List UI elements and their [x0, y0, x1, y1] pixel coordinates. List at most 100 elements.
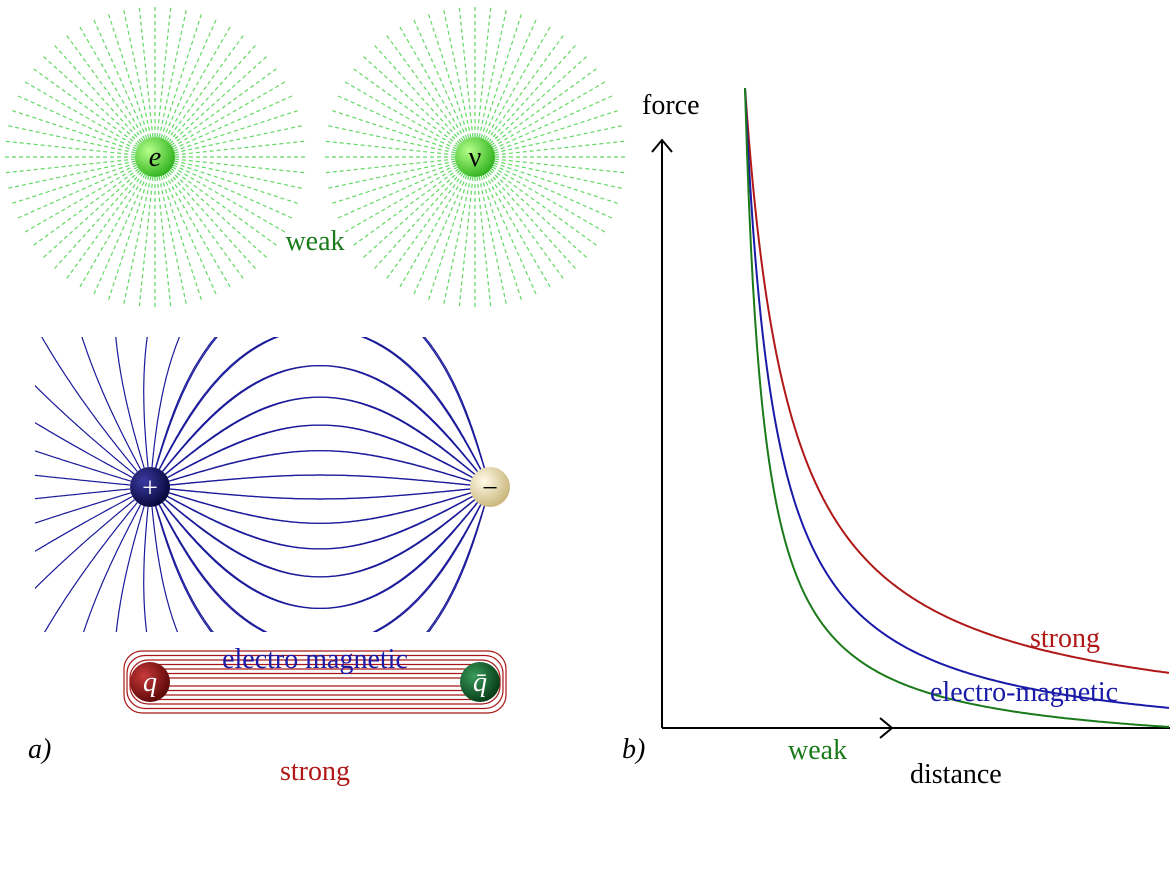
field-line — [492, 81, 606, 148]
field-line — [325, 140, 456, 156]
field-line — [164, 26, 231, 140]
field-line — [170, 68, 277, 146]
field-line — [458, 176, 474, 307]
field-line — [151, 337, 181, 468]
field-line — [173, 110, 298, 152]
field-line — [168, 450, 472, 482]
field-line — [164, 396, 475, 476]
field-line — [165, 498, 476, 578]
field-line — [413, 19, 468, 139]
field-line — [428, 175, 470, 300]
particle — [130, 467, 170, 507]
field-line — [476, 176, 492, 307]
field-line — [166, 35, 244, 142]
field-line — [428, 14, 470, 139]
field-line — [54, 45, 143, 143]
field-line — [492, 166, 606, 233]
field-line — [81, 337, 142, 470]
field-line — [482, 19, 537, 139]
curve-label: electro-magnetic — [930, 677, 1118, 708]
weak-field — [5, 7, 625, 307]
field-line — [66, 35, 144, 142]
field-line — [43, 56, 141, 145]
field-line — [108, 175, 150, 300]
field-line — [337, 95, 457, 150]
field-line — [164, 174, 231, 288]
field-line — [480, 175, 522, 300]
em-field — [35, 337, 486, 632]
field-line — [344, 81, 458, 148]
field-line — [168, 492, 472, 524]
field-line — [12, 110, 137, 152]
field-line — [138, 176, 154, 307]
arrow — [879, 717, 894, 739]
field-line — [8, 160, 136, 189]
field-line — [487, 171, 576, 269]
field-line — [399, 26, 466, 140]
field-line — [494, 125, 622, 154]
curve-label: weak — [788, 735, 847, 766]
axis-title: distance — [910, 759, 1002, 790]
field-line — [458, 7, 474, 138]
field-line — [386, 172, 464, 279]
field-line — [160, 175, 202, 300]
field-line — [167, 424, 473, 479]
field-line — [24, 81, 138, 148]
particle-label: e — [149, 142, 161, 173]
field-line — [115, 505, 145, 632]
field-line — [484, 26, 551, 140]
field-line — [143, 337, 149, 468]
field-line — [115, 337, 145, 469]
field-line — [35, 495, 133, 552]
field-line — [79, 26, 146, 140]
field-line — [337, 164, 457, 219]
field-line — [41, 337, 138, 472]
particle-label: + — [142, 473, 158, 504]
field-line — [168, 474, 471, 486]
field-line — [169, 169, 267, 258]
field-line — [154, 337, 485, 470]
field-line — [160, 14, 202, 139]
field-line — [174, 160, 302, 189]
panel-label: a) — [28, 734, 51, 765]
field-line — [443, 10, 472, 138]
field-line — [344, 166, 458, 233]
field-line — [399, 174, 466, 288]
field-line — [173, 164, 293, 219]
arrow — [651, 138, 673, 153]
field-line — [487, 45, 576, 143]
flux-line — [138, 672, 492, 692]
field-line — [328, 160, 456, 189]
field-line — [493, 110, 618, 152]
field-line — [17, 164, 137, 219]
field-line — [493, 162, 618, 204]
field-line — [482, 175, 537, 295]
field-line — [478, 10, 507, 138]
field-line — [167, 45, 256, 143]
field-line — [54, 171, 143, 269]
flux-line — [126, 654, 504, 710]
force-curve — [744, 87, 1170, 709]
field-line — [82, 504, 142, 632]
field-line — [93, 19, 148, 139]
axis-title: force — [642, 90, 700, 121]
panel-label: b) — [622, 734, 645, 765]
particle — [470, 467, 510, 507]
field-line — [167, 424, 473, 479]
field-line — [143, 506, 149, 632]
field-line — [158, 10, 187, 138]
field-line — [167, 171, 256, 269]
field-line — [486, 35, 564, 142]
field-line — [486, 172, 564, 279]
field-line — [169, 488, 472, 500]
field-line — [363, 169, 461, 258]
field-line — [93, 175, 148, 295]
field-line — [157, 503, 482, 632]
particle-label: − — [482, 473, 498, 504]
particle — [460, 662, 500, 702]
field-line — [79, 174, 146, 288]
curve-label: strong — [1030, 623, 1100, 654]
field-line — [493, 164, 613, 219]
field-line — [158, 503, 483, 632]
force-curve — [744, 87, 1170, 728]
